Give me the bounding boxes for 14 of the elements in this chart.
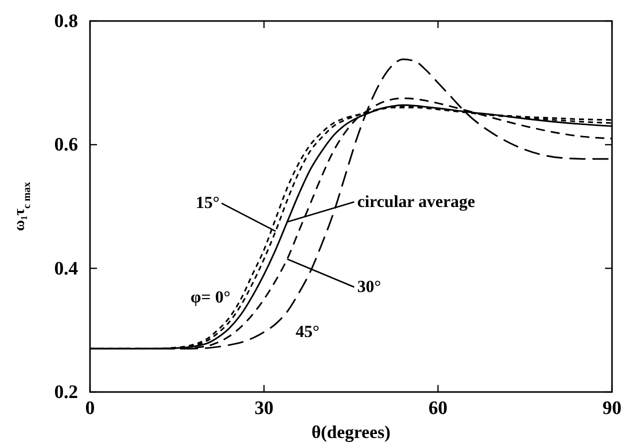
annotation: 30°	[357, 277, 382, 296]
y-tick-label: 0.6	[54, 134, 78, 156]
x-tick-label: 60	[428, 398, 448, 419]
x-tick-label: 30	[254, 398, 274, 419]
x-tick-label: 0	[85, 398, 95, 419]
annotation: 45°	[296, 322, 320, 341]
y-tick-label: 0.2	[54, 382, 78, 403]
y-tick-label: 0.4	[54, 258, 78, 280]
x-axis-title: θ(degrees)	[311, 422, 391, 442]
annotation: φ= 0°	[190, 288, 230, 307]
x-tick-label: 90	[602, 398, 622, 419]
y-tick-label: 0.8	[54, 11, 78, 32]
annotation: 15°	[196, 193, 220, 212]
annotation: circular average	[357, 192, 476, 211]
